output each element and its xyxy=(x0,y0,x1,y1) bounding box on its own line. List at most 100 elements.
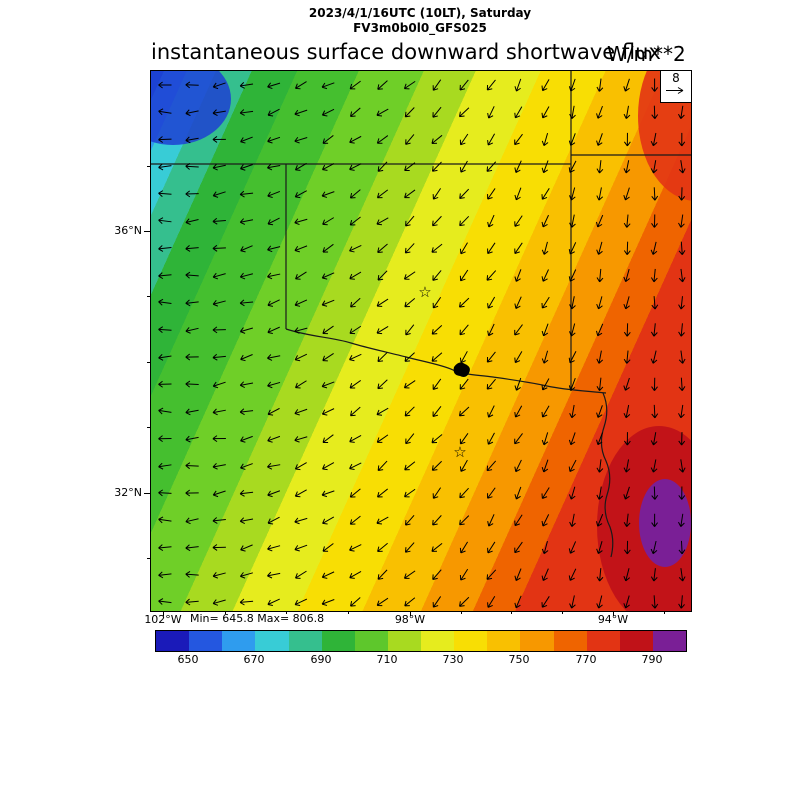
wind-arrow xyxy=(623,377,630,391)
wind-arrow xyxy=(294,489,307,498)
wind-arrow xyxy=(678,486,686,500)
wind-arrow xyxy=(404,107,415,118)
wind-arrow xyxy=(514,541,523,554)
lon-tick xyxy=(511,611,512,614)
wind-arrow xyxy=(349,189,361,199)
wind-arrow xyxy=(377,161,388,172)
lat-tick xyxy=(147,296,150,297)
wind-arrow xyxy=(240,435,253,443)
wind-arrow xyxy=(568,377,576,391)
wind-arrow xyxy=(569,323,576,337)
wind-arrow xyxy=(651,486,659,500)
wind-arrow xyxy=(432,487,442,499)
colorbar-tick-label: 730 xyxy=(442,653,464,666)
lon-tick xyxy=(664,611,665,614)
wind-arrow xyxy=(568,160,577,173)
wind-arrow xyxy=(212,599,226,606)
wind-arrow xyxy=(294,109,308,117)
wind-arrow xyxy=(349,80,361,90)
wind-arrow xyxy=(651,296,659,310)
wind-arrow xyxy=(295,380,307,389)
wind-arrow xyxy=(321,490,335,498)
wind-arrow xyxy=(239,517,254,525)
wind-arrow xyxy=(514,133,523,146)
wind-arrow xyxy=(514,377,522,391)
wind-arrow xyxy=(459,160,468,173)
wind-arrow xyxy=(487,106,495,119)
colorbar-segment xyxy=(222,631,256,651)
colorbar-segment xyxy=(652,631,686,651)
wind-arrow xyxy=(596,133,603,146)
wind-arrow xyxy=(294,299,308,307)
wind-arrow xyxy=(678,323,685,337)
wind-arrow xyxy=(267,571,281,579)
colorbar-tick-label: 710 xyxy=(376,653,398,666)
wind-arrow xyxy=(514,486,522,500)
wind-arrow xyxy=(239,489,254,497)
wind-arrow xyxy=(185,163,199,170)
min-max-label: Min= 645.8 Max= 806.8 xyxy=(190,612,325,625)
wind-arrow xyxy=(568,78,576,92)
wind-arrow xyxy=(322,325,334,335)
wind-arrow xyxy=(349,353,362,362)
wind-arrow xyxy=(267,136,281,144)
lon-tick xyxy=(461,611,462,614)
wind-arrow xyxy=(322,543,334,552)
wind-arrow xyxy=(350,597,361,607)
wind-arrow xyxy=(432,188,442,200)
wind-arrow xyxy=(431,134,443,144)
wind-arrow xyxy=(239,82,254,89)
wind-arrow xyxy=(596,541,603,555)
wind-arrow xyxy=(651,187,659,201)
wind-arrow xyxy=(623,214,631,228)
wind-arrow xyxy=(185,136,199,144)
colorbar-tick-label: 650 xyxy=(177,653,199,666)
wind-arrow xyxy=(459,596,470,607)
wind-arrow xyxy=(239,299,254,307)
valid-time-heading: 2023/4/1/16UTC (10LT), Saturday xyxy=(308,6,532,20)
colorbar-tick-label: 750 xyxy=(508,653,530,666)
wind-arrow xyxy=(212,490,226,498)
wind-arrow xyxy=(623,432,631,446)
wind-arrow xyxy=(376,516,389,525)
wind-arrow xyxy=(349,488,361,498)
wind-arrow xyxy=(623,105,631,119)
high-flux-patch-ne xyxy=(638,71,691,201)
wind-arrow xyxy=(596,214,604,228)
wind-arrow xyxy=(486,161,497,172)
wind-arrow xyxy=(596,78,604,92)
wind-arrow xyxy=(267,82,281,90)
wind-arrow xyxy=(322,243,334,253)
wind-arrow xyxy=(650,459,658,473)
wind-arrow xyxy=(487,432,495,445)
reference-vector-box: 8 xyxy=(660,70,692,103)
wind-arrow xyxy=(541,378,550,391)
wind-arrow xyxy=(240,164,253,171)
wind-arrow xyxy=(376,298,389,307)
wind-arrow xyxy=(459,459,468,472)
wind-arrow xyxy=(185,380,199,388)
wind-arrow xyxy=(404,406,415,417)
wind-arrow xyxy=(678,160,686,174)
wind-arrow xyxy=(267,516,280,525)
wind-arrow xyxy=(650,132,658,147)
wind-arrow xyxy=(596,459,604,473)
reference-vector-value: 8 xyxy=(672,71,680,85)
wind-arrow xyxy=(267,108,280,117)
wind-arrow xyxy=(158,108,172,116)
wind-arrow xyxy=(321,108,335,117)
wind-arrow xyxy=(377,352,388,363)
wind-arrow xyxy=(404,352,415,362)
peak-flux-core xyxy=(639,479,691,567)
colorbar-segment xyxy=(321,631,355,651)
wind-arrow xyxy=(541,160,549,174)
wind-arrow xyxy=(569,187,576,201)
wind-arrow xyxy=(487,514,495,527)
wind-arrow xyxy=(349,380,361,389)
wind-arrow xyxy=(267,299,280,307)
wind-arrow xyxy=(349,245,362,253)
wind-arrow xyxy=(185,190,199,198)
lat-tick-label: 36°N xyxy=(114,224,142,237)
wind-arrow xyxy=(650,160,658,174)
wind-arrow xyxy=(376,434,389,443)
